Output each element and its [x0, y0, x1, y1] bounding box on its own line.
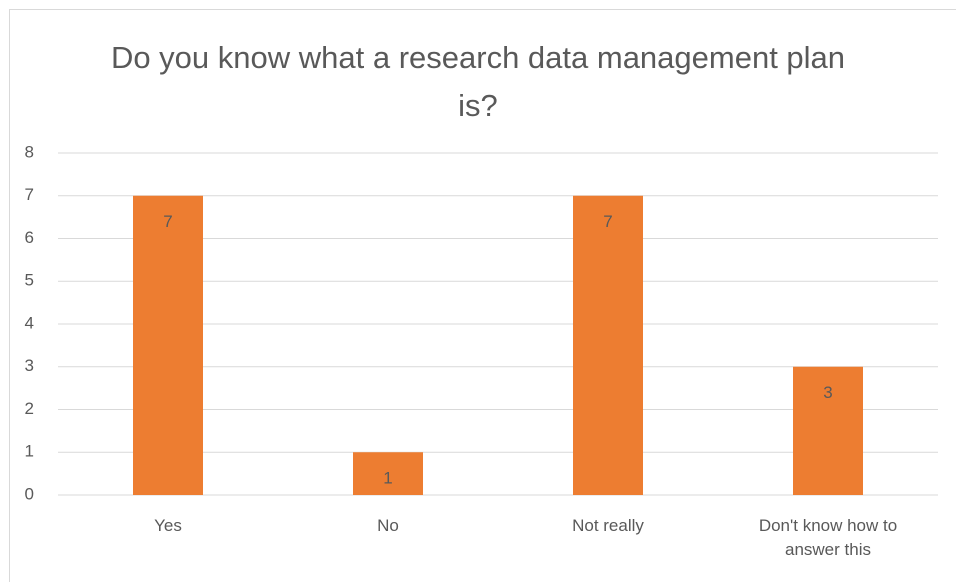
x-tick-label: Don't know how to answer this [758, 516, 898, 559]
bar [573, 195, 643, 495]
chart-title: Do you know what a research data managem… [110, 40, 846, 123]
data-label: 1 [383, 469, 392, 488]
y-tick-label: 0 [25, 484, 34, 503]
bar [353, 452, 423, 495]
x-tick-label: No [377, 516, 399, 535]
y-tick-label: 7 [25, 185, 34, 204]
data-label: 7 [163, 212, 172, 231]
bar [793, 366, 863, 495]
y-tick-label: 4 [25, 313, 34, 332]
x-tick-label: Not really [572, 516, 644, 535]
chart-border [9, 9, 956, 582]
x-tick-label: Yes [154, 516, 182, 535]
bar [133, 195, 203, 495]
y-tick-label: 5 [25, 271, 34, 290]
y-tick-label: 2 [25, 399, 34, 418]
data-label: 3 [823, 383, 832, 402]
y-tick-label: 3 [25, 356, 34, 375]
data-label: 7 [603, 212, 612, 231]
y-tick-label: 8 [25, 142, 34, 161]
y-tick-label: 1 [25, 442, 34, 461]
y-tick-label: 6 [25, 228, 34, 247]
